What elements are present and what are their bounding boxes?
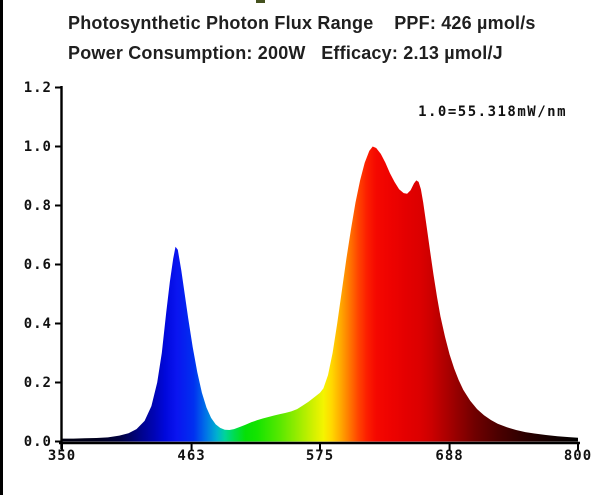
x-tick-label: 688	[435, 448, 464, 464]
top-edge-notch	[256, 0, 265, 3]
y-tick-label: 0.4	[23, 315, 52, 332]
spectrum-area-curve	[62, 146, 578, 442]
left-border-bar	[0, 0, 3, 495]
axes	[55, 86, 580, 450]
y-tick-label: 0.0	[23, 433, 52, 450]
x-tick-label: 463	[177, 448, 206, 464]
y-tick-label: 1.2	[23, 79, 52, 96]
scale-annotation: 1.0=55.318mW/nm	[418, 104, 567, 120]
y-tick-label: 0.2	[23, 374, 52, 391]
y-tick-label: 1.0	[23, 138, 52, 155]
header-line-power-efficacy: Power Consumption: 200W Efficacy: 2.13 µ…	[68, 43, 503, 63]
chart-header: Photosynthetic Photon Flux Range PPF: 42…	[68, 8, 536, 68]
header-line-flux-ppf: Photosynthetic Photon Flux Range PPF: 42…	[68, 13, 536, 33]
x-tick-label: 350	[47, 448, 77, 464]
y-tick-label: 0.8	[23, 197, 52, 214]
x-tick-label: 800	[563, 448, 593, 464]
y-tick-label: 0.6	[23, 256, 52, 273]
x-tick-label: 575	[305, 448, 335, 464]
